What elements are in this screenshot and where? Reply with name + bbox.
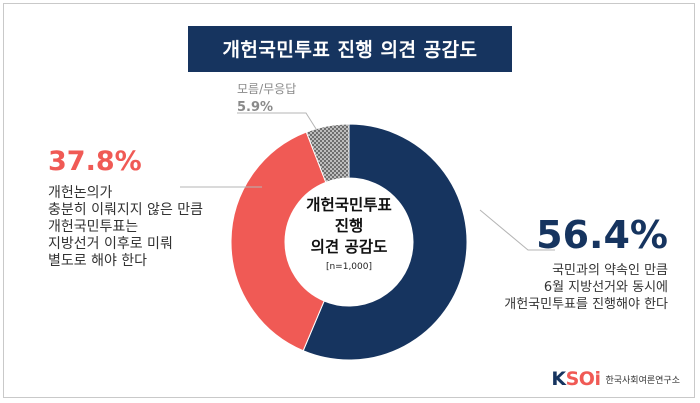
pct-proceed: 56.4% — [536, 213, 668, 257]
center-title: 개헌국민투표 진행 의견 공감도 — [306, 196, 392, 256]
ksoi-logo-mark: KSOi — [551, 368, 601, 390]
ksoi-logo: KSOi 한국사회여론연구소 — [551, 368, 680, 390]
donut-center-label: 개헌국민투표 진행 의견 공감도 [n=1,000] — [287, 195, 411, 272]
label-postpone: 37.8% 개헌논의가 충분히 이뤄지지 않은 만큼 개헌국민투표는 지방선거 … — [48, 148, 203, 270]
slice-dontknow — [305, 123, 350, 183]
desc-postpone: 개헌논의가 충분히 이뤄지지 않은 만큼 개헌국민투표는 지방선거 이후로 미뤄… — [48, 185, 204, 269]
title-wrap: 개헌국민투표 진행 의견 공감도 — [0, 26, 700, 72]
pct-postpone: 37.8% — [48, 146, 142, 177]
sample-size: [n=1,000] — [325, 262, 373, 272]
label-dontknow: 모름/무응답 5.9% — [237, 80, 296, 115]
leader-line-dontknow — [237, 112, 319, 133]
chart-title: 개헌국민투표 진행 의견 공감도 — [188, 26, 512, 72]
label-proceed: 56.4% 국민과의 약속인 만큼 6월 지방선거와 동시에 개헌국민투표를 진… — [504, 216, 668, 313]
name-dontknow: 모름/무응답 — [237, 82, 297, 96]
slice-proceed — [302, 123, 468, 361]
leader-line-proceed — [479, 209, 555, 251]
leader-lines — [180, 112, 555, 251]
ksoi-logo-text: 한국사회여론연구소 — [605, 375, 680, 386]
pct-dontknow: 5.9% — [237, 100, 274, 115]
desc-proceed: 국민과의 약속인 만큼 6월 지방선거와 동시에 개헌국민투표를 진행해야 한다 — [504, 263, 668, 312]
